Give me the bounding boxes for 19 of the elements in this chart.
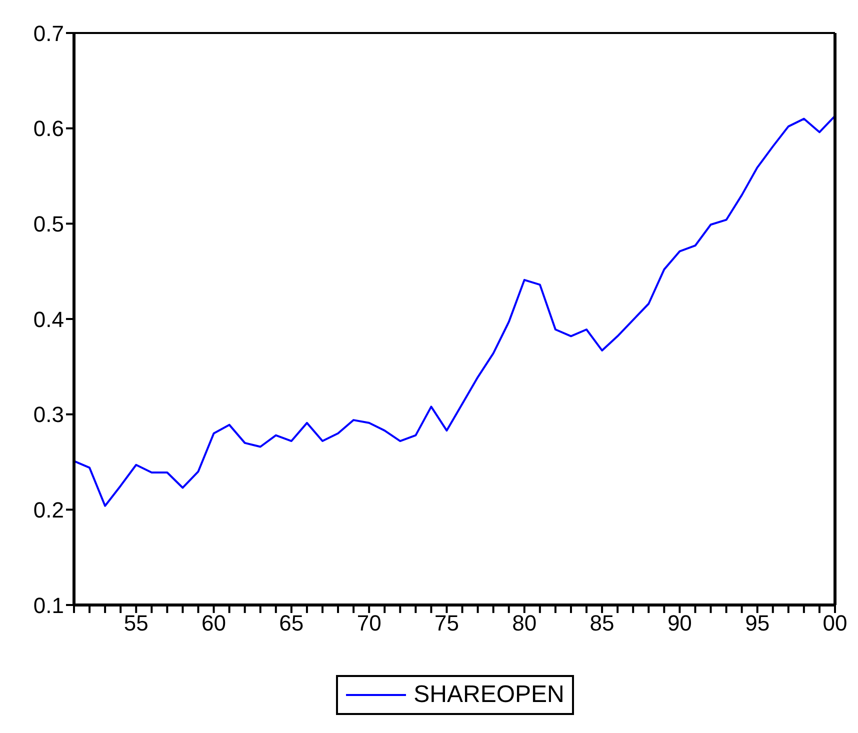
legend-label: SHAREOPEN [414, 681, 564, 709]
y-tick-label: 0.2 [33, 497, 64, 522]
x-tick-label: 65 [279, 610, 304, 636]
x-tick-label: 00 [822, 610, 848, 636]
x-tick-label: 70 [356, 610, 382, 636]
x-tick-label: 55 [124, 610, 148, 636]
x-tick-label: 85 [590, 610, 614, 636]
y-tick-label: 0.5 [33, 211, 64, 236]
y-tick-label: 0.4 [33, 306, 64, 332]
y-tick-label: 0.7 [33, 20, 64, 46]
x-tick-label: 75 [434, 610, 459, 636]
x-tick-label: 60 [202, 610, 226, 636]
y-tick-label: 0.3 [33, 402, 64, 428]
line-series [73, 114, 836, 507]
y-tick-label: 0.1 [33, 592, 64, 618]
x-tick-label: 95 [745, 610, 770, 636]
y-tick-label: 0.6 [33, 116, 64, 142]
x-tick-label: 80 [512, 610, 537, 636]
x-tick-label: 90 [667, 610, 692, 636]
